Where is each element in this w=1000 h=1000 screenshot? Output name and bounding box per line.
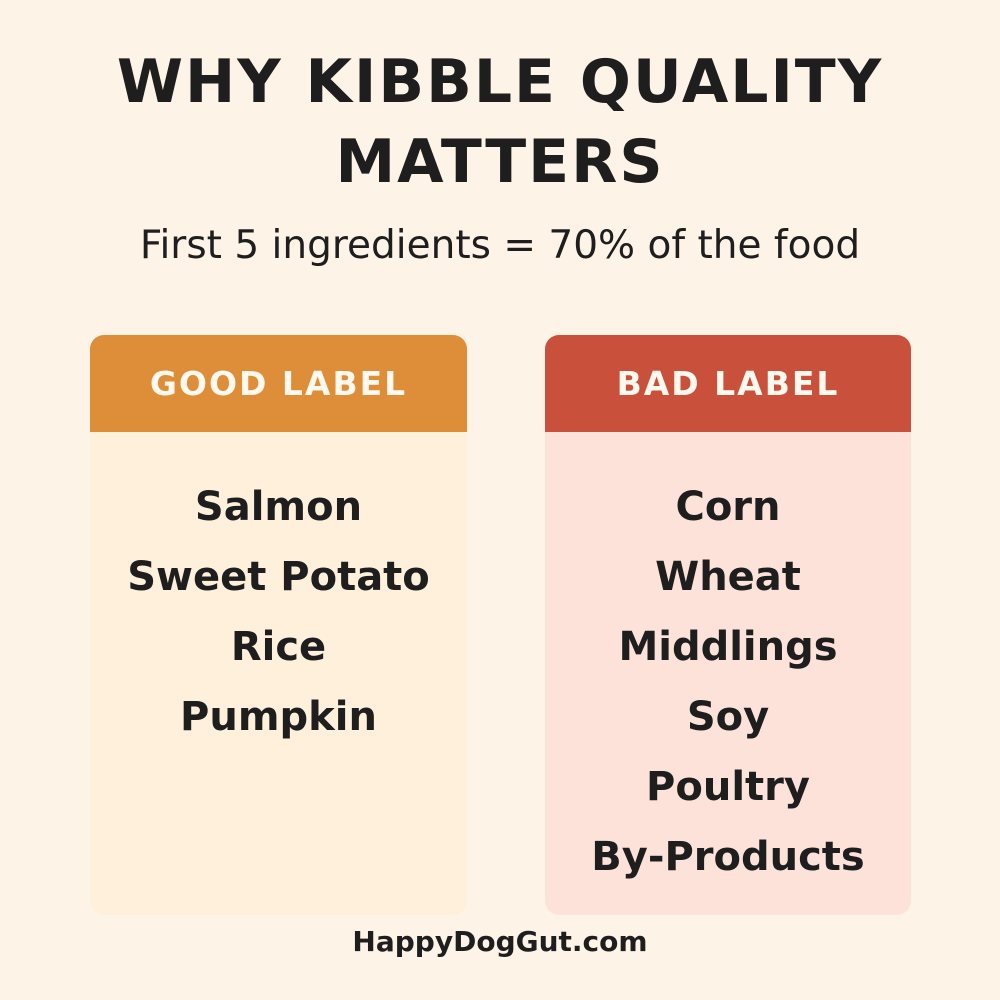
subtitle: First 5 ingredients = 70% of the food [139,223,861,268]
bad-label-header: BAD LABEL [545,335,911,432]
list-item: Salmon [194,484,363,530]
title-line-2: MATTERS [335,127,665,197]
list-item: Poultry [646,764,810,810]
list-item: Middlings [618,624,838,670]
bad-ingredient-list: Corn Wheat Middlings Soy Poultry By-Prod… [545,472,911,892]
title-line-1: WHY KIBBLE QUALITY [116,47,884,117]
page-title: WHY KIBBLE QUALITY MATTERS [0,42,1000,202]
list-item: Rice [230,624,327,670]
list-item: Wheat [655,554,801,600]
good-label-card: GOOD LABEL Salmon Sweet Potato Rice Pump… [90,335,467,915]
list-item: Soy [686,694,770,740]
list-item: Corn [675,484,781,530]
good-label-header: GOOD LABEL [90,335,467,432]
good-ingredient-list: Salmon Sweet Potato Rice Pumpkin [90,472,467,752]
list-item: Pumpkin [180,694,377,740]
list-item: Sweet Potato [127,554,430,600]
footer-website: HappyDogGut.com [352,925,648,958]
bad-label-card: BAD LABEL Corn Wheat Middlings Soy Poult… [545,335,911,915]
list-item: By-Products [591,834,865,880]
